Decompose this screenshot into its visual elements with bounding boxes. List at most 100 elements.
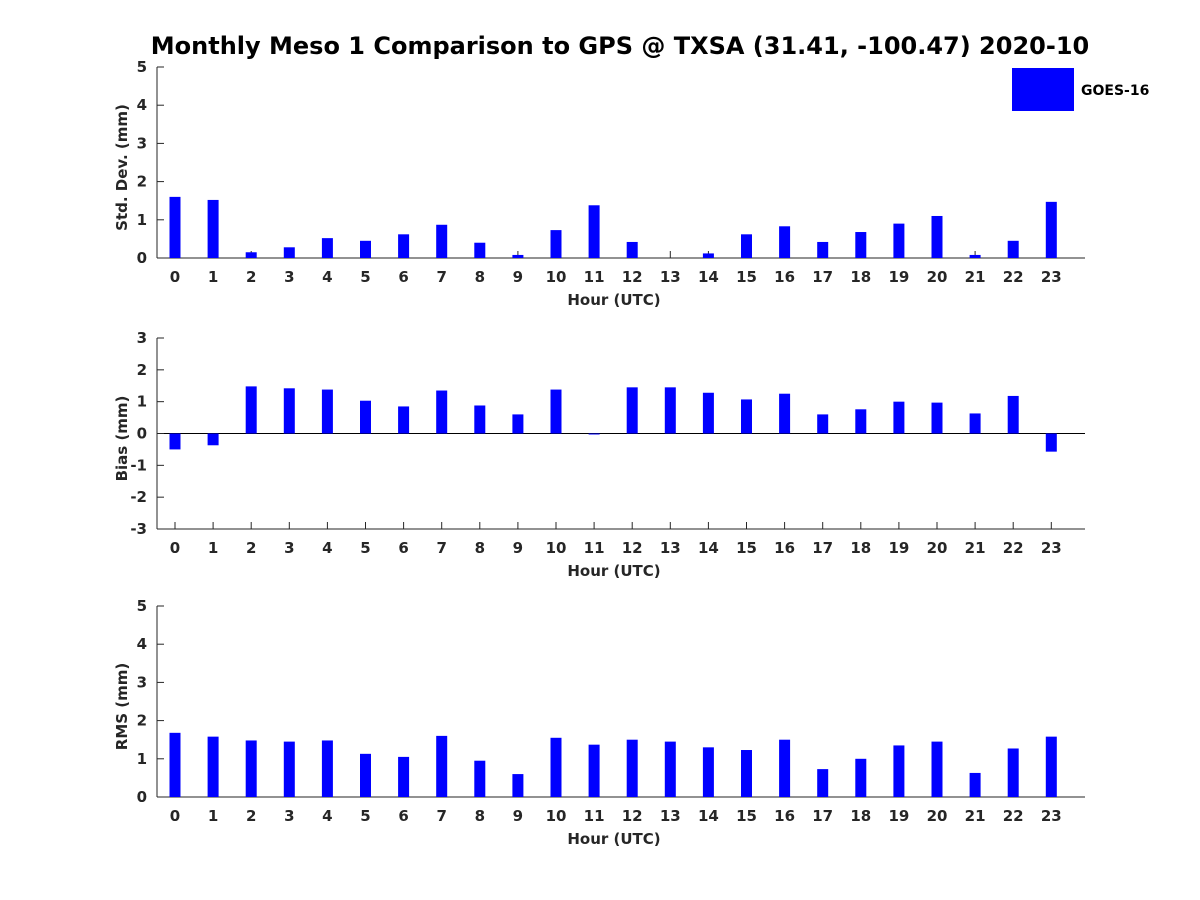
std-dev-x-tick-label: 18 (850, 268, 871, 286)
rms-bar (626, 739, 638, 797)
bias-x-tick-label: 0 (170, 539, 180, 557)
std-dev-bar (931, 215, 943, 258)
rms-x-tick-label: 12 (622, 807, 643, 825)
bias-bar (321, 389, 333, 434)
bias-x-tick-label: 13 (660, 539, 681, 557)
legend-swatch-goes-16 (1012, 68, 1074, 111)
bias-x-tick-label: 19 (888, 539, 909, 557)
rms-x-tick-label: 18 (850, 807, 871, 825)
bias-bar (207, 433, 219, 446)
rms-x-tick-label: 5 (360, 807, 370, 825)
rms-bar (893, 745, 905, 797)
bias-bar (398, 406, 410, 434)
rms-bar (1045, 736, 1057, 797)
rms-x-tick-label: 20 (927, 807, 948, 825)
std-dev-x-tick-label: 16 (774, 268, 795, 286)
bias-bar (931, 402, 943, 434)
std-dev-bar (817, 241, 829, 258)
rms-x-tick-label: 15 (736, 807, 757, 825)
rms-x-tick-label: 13 (660, 807, 681, 825)
std-dev-bar (321, 238, 333, 258)
std-dev-x-tick-label: 5 (360, 268, 370, 286)
std-dev-x-tick-label: 8 (475, 268, 485, 286)
rms-x-tick-label: 6 (398, 807, 408, 825)
bias-x-tick-label: 15 (736, 539, 757, 557)
rms-bar (855, 758, 867, 797)
std-dev-x-tick-label: 19 (888, 268, 909, 286)
std-dev-bar (360, 240, 371, 258)
rms-bar (283, 741, 295, 797)
rms-bar (512, 774, 524, 797)
std-dev-bar (512, 254, 524, 258)
rms-x-tick-label: 1 (208, 807, 218, 825)
rms-y-tick-label: 5 (137, 597, 147, 615)
rms-x-tick-label: 11 (584, 807, 605, 825)
bias-y-tick-label: 1 (137, 393, 147, 411)
rms-y-tick-label: 0 (137, 788, 147, 806)
rms-x-tick-label: 3 (284, 807, 294, 825)
rms-y-tick-label: 4 (137, 635, 147, 653)
std-dev-bar (779, 226, 791, 258)
std-dev-x-tick-label: 20 (927, 268, 948, 286)
bias-y-tick-label: 3 (137, 329, 147, 347)
rms-bar (436, 735, 448, 797)
std-dev-x-tick-label: 15 (736, 268, 757, 286)
bias-x-tick-label: 1 (208, 539, 218, 557)
rms-x-tick-label: 0 (170, 807, 180, 825)
std-dev-y-axis-label: Std. Dev. (mm) (113, 104, 131, 231)
bias-bar (360, 400, 371, 434)
std-dev-bar (283, 247, 295, 258)
std-dev-bar (969, 254, 981, 258)
bias-x-tick-label: 5 (360, 539, 370, 557)
rms-bar (969, 772, 981, 797)
rms-x-tick-label: 7 (436, 807, 446, 825)
std-dev-x-tick-label: 23 (1041, 268, 1062, 286)
rms-bar (664, 741, 676, 797)
bias-x-tick-label: 10 (546, 539, 567, 557)
std-dev-x-tick-label: 17 (812, 268, 833, 286)
std-dev-bar (741, 234, 752, 258)
std-dev-bar (398, 234, 410, 258)
std-dev-x-tick-label: 4 (322, 268, 332, 286)
rms-x-tick-label: 22 (1003, 807, 1024, 825)
std-dev-x-axis-label: Hour (UTC) (567, 291, 660, 309)
std-dev-bar (1045, 201, 1057, 258)
rms-x-tick-label: 2 (246, 807, 256, 825)
bias-bar (1007, 395, 1019, 434)
bias-y-tick-label: -3 (130, 520, 147, 538)
rms-bar (550, 737, 562, 797)
bias-x-tick-label: 16 (774, 539, 795, 557)
std-dev-x-tick-label: 1 (208, 268, 218, 286)
std-dev-y-tick-label: 2 (137, 173, 147, 191)
std-dev-bar (588, 205, 600, 258)
bias-x-axis-label: Hour (UTC) (567, 562, 660, 580)
rms-x-tick-label: 8 (475, 807, 485, 825)
bias-bar (550, 389, 562, 434)
rms-x-tick-label: 23 (1041, 807, 1062, 825)
rms-x-tick-label: 14 (698, 807, 719, 825)
rms-bar (1007, 748, 1019, 797)
bias-x-tick-label: 21 (965, 539, 986, 557)
std-dev-y-tick-label: 5 (137, 58, 147, 76)
rms-bar (741, 750, 752, 797)
rms-x-tick-label: 4 (322, 807, 332, 825)
std-dev-x-tick-label: 3 (284, 268, 294, 286)
bias-y-tick-label: -1 (130, 456, 147, 474)
bias-bar (283, 388, 295, 434)
std-dev-bar (474, 242, 486, 258)
rms-bar (817, 769, 829, 797)
std-dev-bar (245, 252, 257, 258)
bias-bar (169, 433, 181, 450)
legend-label-goes-16: GOES-16 (1081, 83, 1149, 99)
rms-x-tick-label: 21 (965, 807, 986, 825)
rms-bar (207, 736, 219, 797)
figure-title: Monthly Meso 1 Comparison to GPS @ TXSA … (151, 32, 1089, 60)
std-dev-x-tick-label: 9 (513, 268, 523, 286)
std-dev-bar (626, 241, 638, 258)
std-dev-y-tick-label: 4 (137, 96, 147, 114)
std-dev-x-tick-label: 0 (170, 268, 180, 286)
bias-x-tick-label: 22 (1003, 539, 1024, 557)
